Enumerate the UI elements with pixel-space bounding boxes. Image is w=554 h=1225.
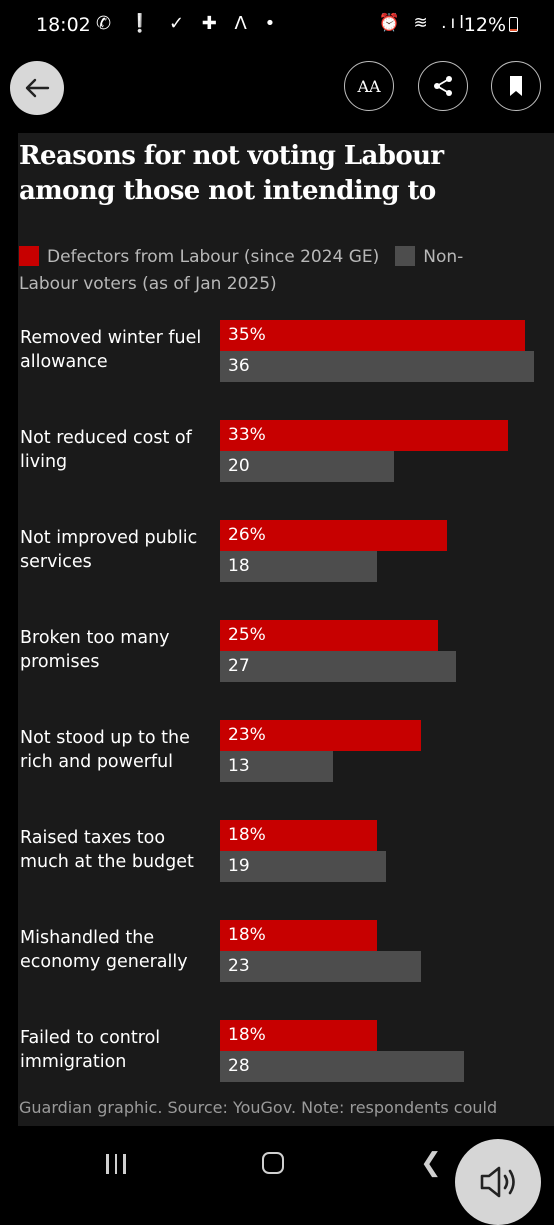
category-label: Broken too many promises xyxy=(20,628,170,672)
status-time: 18:02 xyxy=(36,14,91,36)
chart-title: Reasons for not voting Labour among thos… xyxy=(19,141,444,206)
bar-non-labour xyxy=(220,551,377,582)
source-fade xyxy=(18,1119,554,1126)
legend-swatch-non-labour xyxy=(395,246,416,266)
bar-defectors xyxy=(220,1020,377,1051)
data-label-non-labour: 36 xyxy=(228,356,250,376)
listen-button[interactable] xyxy=(455,1139,541,1225)
bar-defectors xyxy=(220,920,377,951)
data-label-defectors: 25% xyxy=(228,625,266,645)
bookmark-icon xyxy=(510,76,522,96)
data-label-defectors: 35% xyxy=(228,325,266,345)
legend-label-defectors: Defectors from Labour (since 2024 GE) xyxy=(47,247,380,267)
bar-non-labour xyxy=(220,751,333,782)
data-label-non-labour: 27 xyxy=(228,656,250,676)
legend-label-non-labour: Non-Labour voters (as of Jan 2025) xyxy=(19,247,464,294)
text-size-button[interactable]: AA xyxy=(344,61,394,111)
data-label-defectors: 18% xyxy=(228,1025,266,1045)
bar-defectors xyxy=(220,420,508,451)
article-toolbar: AA xyxy=(0,58,554,122)
source-note: Guardian graphic. Source: YouGov. Note: … xyxy=(19,1098,498,1117)
bar-defectors xyxy=(220,820,377,851)
notification-icons: ✆ ❕ ✓ ✚ Λ • xyxy=(96,13,282,34)
data-label-non-labour: 13 xyxy=(228,756,250,776)
speaker-icon xyxy=(480,1166,515,1198)
back-chevron-icon[interactable]: ❮ xyxy=(420,1148,442,1178)
data-label-defectors: 18% xyxy=(228,925,266,945)
bar-defectors xyxy=(220,720,421,751)
data-label-defectors: 23% xyxy=(228,725,266,745)
bar-non-labour xyxy=(220,451,394,482)
share-icon xyxy=(434,76,452,96)
bar-defectors xyxy=(220,620,438,651)
category-label: Mishandled the economy generally xyxy=(20,928,188,972)
share-button[interactable] xyxy=(418,61,468,111)
data-label-non-labour: 20 xyxy=(228,456,250,476)
bar-defectors xyxy=(220,320,525,351)
legend-swatch-defectors xyxy=(19,246,39,266)
arrow-left-icon xyxy=(25,78,50,98)
system-icons: ⏰ ≋ .ıl xyxy=(378,13,468,33)
bar-defectors xyxy=(220,520,447,551)
battery-percent: 12% xyxy=(463,14,506,36)
data-label-non-labour: 28 xyxy=(228,1056,250,1076)
category-label: Not reduced cost of living xyxy=(20,428,192,472)
category-label: Not improved public services xyxy=(20,528,198,572)
battery-indicator: 12% xyxy=(464,14,518,36)
category-label: Failed to control immigration xyxy=(20,1028,161,1072)
text-size-icon: AA xyxy=(357,76,381,96)
bar-non-labour xyxy=(220,351,534,382)
bar-non-labour xyxy=(220,651,456,682)
back-button[interactable] xyxy=(10,61,64,115)
bar-non-labour xyxy=(220,951,421,982)
bar-non-labour xyxy=(220,1051,464,1082)
category-label: Removed winter fuel allowance xyxy=(20,328,202,372)
category-label: Raised taxes too much at the budget xyxy=(20,828,194,872)
recent-apps-icon[interactable] xyxy=(106,1154,132,1176)
data-label-non-labour: 18 xyxy=(228,556,250,576)
data-label-non-labour: 23 xyxy=(228,956,250,976)
status-bar: 18:02 ✆ ❕ ✓ ✚ Λ • ⏰ ≋ .ıl 12% xyxy=(0,0,554,54)
bookmark-button[interactable] xyxy=(491,61,541,111)
data-label-defectors: 18% xyxy=(228,825,266,845)
chart-panel: Reasons for not voting Labour among thos… xyxy=(18,133,554,1126)
data-label-non-labour: 19 xyxy=(228,856,250,876)
data-label-defectors: 33% xyxy=(228,425,266,445)
category-label: Not stood up to the rich and powerful xyxy=(20,728,190,772)
bar-non-labour xyxy=(220,851,386,882)
chart-legend: Defectors from Labour (since 2024 GE) Non… xyxy=(19,244,509,298)
home-icon[interactable] xyxy=(262,1152,284,1174)
data-label-defectors: 26% xyxy=(228,525,266,545)
battery-icon xyxy=(509,17,518,32)
